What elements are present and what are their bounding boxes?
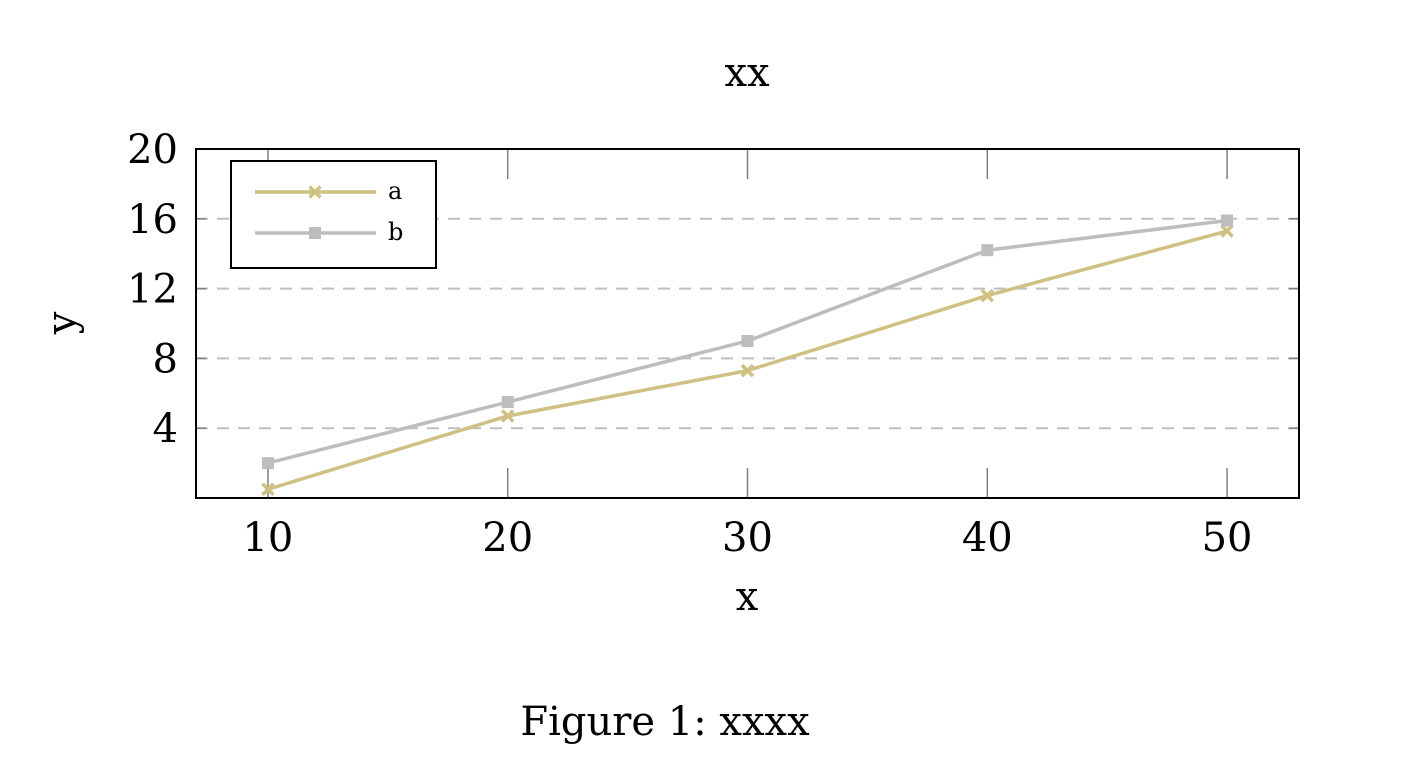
legend-marker-a bbox=[308, 185, 322, 199]
data-point-a bbox=[500, 409, 515, 423]
y-tick-label: 20 bbox=[127, 127, 178, 173]
x-tick-label: 10 bbox=[242, 515, 293, 561]
x-tick-label: 40 bbox=[962, 515, 1013, 561]
legend-label-b: b bbox=[388, 218, 403, 246]
legend-label-a: a bbox=[388, 177, 402, 205]
data-point-a bbox=[740, 363, 755, 378]
legend: ab bbox=[230, 160, 437, 269]
data-point-b bbox=[1221, 214, 1234, 227]
data-point-a bbox=[261, 482, 275, 497]
plot-frame bbox=[195, 148, 1300, 499]
y-tick-label: 16 bbox=[127, 197, 178, 243]
y-tick-label: 12 bbox=[127, 267, 178, 313]
data-point-b bbox=[741, 334, 754, 347]
line-chart: 4 8 12 16 20 10 20 30 40 50 xx x y ab bbox=[39, 50, 1300, 620]
x-axis-label: x bbox=[736, 574, 759, 620]
x-tick-label: 30 bbox=[722, 515, 773, 561]
chart-title: xx bbox=[724, 50, 770, 96]
x-tick-label: 20 bbox=[482, 515, 533, 561]
data-point-b bbox=[981, 244, 994, 257]
series-layer bbox=[261, 214, 1234, 497]
y-axis-label: y bbox=[39, 311, 85, 335]
figure-caption: Figure 1: xxxx bbox=[520, 699, 810, 745]
x-tick-label: 50 bbox=[1202, 515, 1253, 561]
y-tick-label: 8 bbox=[153, 336, 178, 382]
grid-layer bbox=[196, 217, 1299, 430]
legend-marker-b bbox=[309, 227, 321, 239]
legend-box bbox=[230, 160, 437, 269]
series-line-a bbox=[267, 229, 1228, 491]
tick-layer: 4 8 12 16 20 10 20 30 40 50 bbox=[127, 127, 1299, 561]
data-point-a bbox=[980, 288, 995, 303]
data-point-b bbox=[501, 396, 514, 409]
data-point-b bbox=[261, 457, 274, 470]
y-tick-label: 4 bbox=[153, 406, 178, 452]
label-layer: xx x y bbox=[39, 50, 770, 620]
data-point-a bbox=[1220, 224, 1234, 238]
